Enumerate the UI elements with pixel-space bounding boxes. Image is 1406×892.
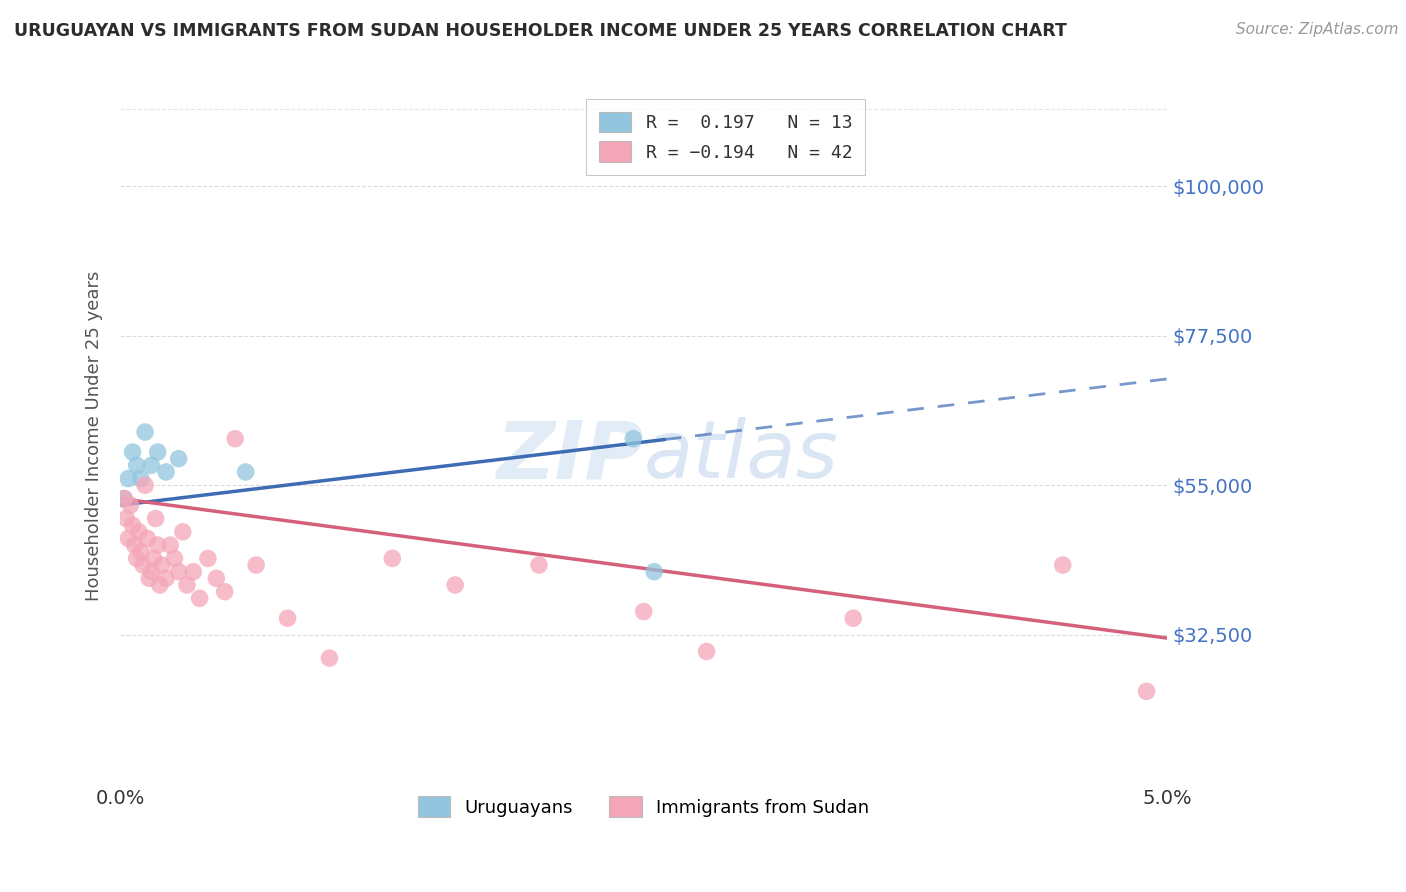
Point (124, 538, 146, 552)
Point (121, 445, 143, 459)
Point (277, 611, 299, 625)
Point (117, 532, 139, 546)
Point (141, 565, 163, 579)
Point (205, 571, 228, 585)
Point (527, 558, 550, 572)
Text: atlas: atlas (644, 417, 838, 495)
Point (112, 491, 135, 506)
Point (621, 432, 644, 446)
Point (117, 472, 139, 486)
Point (842, 611, 865, 625)
Point (181, 565, 204, 579)
Point (155, 465, 177, 479)
Point (163, 551, 186, 566)
Point (125, 551, 148, 566)
Point (235, 465, 257, 479)
Point (643, 565, 665, 579)
Point (129, 472, 152, 486)
Point (176, 578, 198, 592)
Point (115, 511, 138, 525)
Point (136, 532, 159, 546)
Point (142, 551, 165, 566)
Point (121, 518, 143, 533)
Point (245, 558, 267, 572)
Point (132, 558, 155, 572)
Point (125, 458, 148, 473)
Point (1052, 558, 1074, 572)
Point (633, 605, 655, 619)
Point (145, 511, 167, 525)
Text: ZIP: ZIP (496, 417, 644, 495)
Point (214, 584, 236, 599)
Legend: Uruguayans, Immigrants from Sudan: Uruguayans, Immigrants from Sudan (411, 789, 877, 824)
Point (188, 591, 211, 606)
Point (155, 571, 177, 585)
Point (224, 432, 246, 446)
Point (129, 545, 152, 559)
Text: URUGUAYAN VS IMMIGRANTS FROM SUDAN HOUSEHOLDER INCOME UNDER 25 YEARS CORRELATION: URUGUAYAN VS IMMIGRANTS FROM SUDAN HOUSE… (14, 22, 1067, 40)
Point (159, 538, 181, 552)
Point (134, 478, 156, 492)
Point (146, 445, 169, 459)
Point (128, 524, 150, 539)
Y-axis label: Householder Income Under 25 years: Householder Income Under 25 years (86, 270, 103, 600)
Point (197, 551, 219, 566)
Point (120, 498, 142, 512)
Point (172, 524, 194, 539)
Text: Source: ZipAtlas.com: Source: ZipAtlas.com (1236, 22, 1399, 37)
Point (696, 644, 718, 658)
Point (167, 451, 190, 466)
Point (1135, 684, 1157, 698)
Point (381, 551, 404, 566)
Point (318, 651, 340, 665)
Point (134, 425, 156, 439)
Point (444, 578, 467, 592)
Point (146, 538, 169, 552)
Point (141, 458, 163, 473)
Point (167, 565, 190, 579)
Point (149, 578, 172, 592)
Point (150, 558, 173, 572)
Point (138, 571, 160, 585)
Point (112, 491, 135, 506)
